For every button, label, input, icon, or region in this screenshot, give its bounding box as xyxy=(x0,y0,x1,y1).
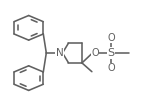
Text: O: O xyxy=(107,63,115,73)
Text: S: S xyxy=(107,48,115,58)
Text: N: N xyxy=(56,48,63,58)
Text: O: O xyxy=(107,33,115,43)
Text: O: O xyxy=(91,48,99,58)
